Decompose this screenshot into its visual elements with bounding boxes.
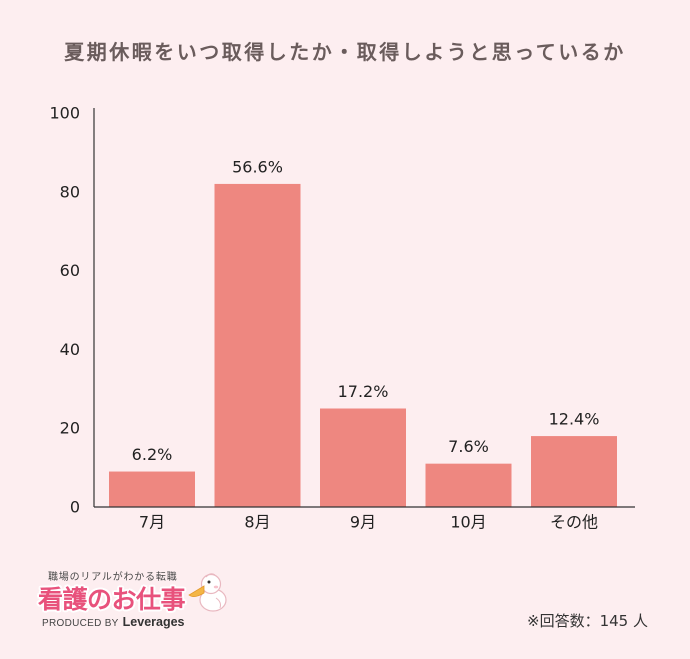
bar-5: [531, 436, 617, 507]
logo-produced-by: PRODUCED BY Leverages: [42, 614, 185, 629]
y-tick-label-20: 20: [60, 419, 80, 438]
pelican-mascot-icon: [188, 573, 227, 612]
bar-1: [109, 471, 195, 507]
x-tick-label-2: 8月: [244, 513, 270, 532]
company-name: Leverages: [122, 615, 185, 629]
x-tick-label-4: 10月: [450, 513, 486, 532]
bar-3: [320, 408, 406, 507]
bar-value-label-1: 6.2%: [132, 445, 173, 464]
y-tick-label-80: 80: [60, 182, 80, 201]
x-tick-label-5: その他: [550, 513, 598, 532]
x-tick-labels: 7月 8月 9月 10月 その他: [139, 513, 598, 532]
y-tick-labels: 0 20 40 60 80 100: [49, 104, 80, 517]
chart-title: 夏期休暇をいつ取得したか・取得しようと思っているか: [64, 40, 626, 64]
bar-value-label-5: 12.4%: [549, 410, 600, 429]
logo-brand-name: 看護のお仕事: [38, 585, 186, 614]
bar-value-labels: 6.2% 56.6% 17.2% 7.6% 12.4%: [132, 157, 600, 464]
produced-by-label: PRODUCED BY: [42, 618, 119, 629]
x-tick-label-1: 7月: [139, 513, 165, 532]
logo-tagline: 職場のリアルがわかる転職: [48, 572, 178, 583]
bar-value-label-3: 17.2%: [338, 382, 389, 401]
y-tick-label-60: 60: [60, 261, 80, 280]
bars-group: [109, 183, 617, 508]
y-tick-label-100: 100: [49, 104, 80, 123]
respondent-count-note: ※回答数：145 人: [527, 612, 648, 630]
bar-value-label-4: 7.6%: [448, 437, 489, 456]
bar-4: [425, 463, 512, 507]
bar-value-label-2: 56.6%: [232, 157, 283, 176]
x-tick-label-3: 9月: [350, 513, 376, 532]
bar-2: [214, 183, 301, 508]
y-tick-label-0: 0: [70, 498, 80, 517]
y-tick-label-40: 40: [60, 340, 80, 359]
